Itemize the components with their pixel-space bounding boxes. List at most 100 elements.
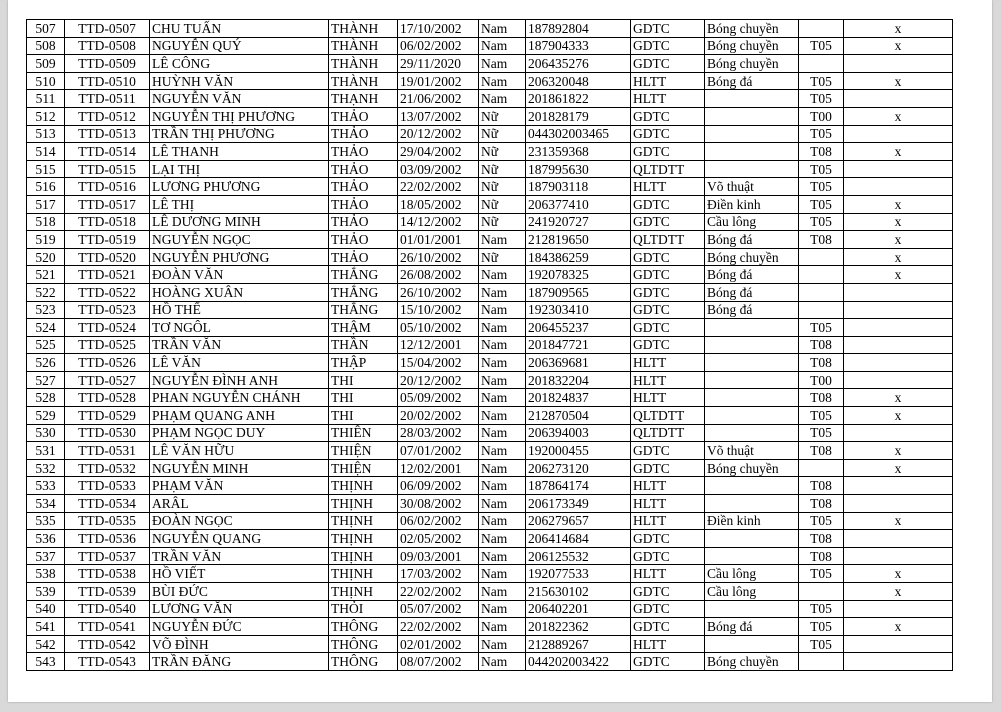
sport-cell: Bóng đá: [704, 617, 799, 636]
document-page: 507 TTD-0507 CHU TUẤN THÀNH 17/10/2002 Nam 187…: [8, 0, 992, 702]
gender-cell: Nữ: [478, 142, 526, 161]
dob-cell: 18/05/2002: [397, 194, 479, 214]
major-cell: HLTT: [630, 564, 705, 583]
sport-cell: Võ thuật: [704, 177, 799, 196]
table-row: 512 TTD-0512 NGUYỄN THỊ PHƯƠNG THẢO 13/07/20…: [26, 106, 953, 126]
code-cell: TTD-0513: [64, 124, 150, 144]
id-number-cell: 187909565: [525, 282, 631, 302]
id-number-cell: 206125532: [525, 546, 631, 566]
mark-cell: x: [843, 19, 953, 38]
table-row: 538 TTD-0538 HỒ VIẾT THỊNH 17/03/2002 Nam 1920…: [26, 564, 953, 583]
code-cell: TTD-0538: [64, 564, 150, 583]
code-cell: TTD-0537: [64, 546, 150, 566]
dob-cell: 05/07/2002: [397, 599, 479, 619]
firstname-cell: THỊNH: [328, 511, 398, 531]
gender-cell: Nam: [478, 370, 526, 390]
major-cell: HLTT: [630, 353, 705, 372]
student-table: 507 TTD-0507 CHU TUẤN THÀNH 17/10/2002 Nam 187…: [26, 19, 953, 671]
firstname-cell: THẠNH: [328, 89, 398, 108]
group-cell: T05: [798, 89, 844, 108]
mark-cell: x: [843, 564, 953, 583]
firstname-cell: THẮNG: [328, 300, 398, 320]
mark-cell: [843, 159, 953, 179]
major-cell: QLTDTT: [630, 406, 705, 425]
major-cell: GDTC: [630, 441, 705, 460]
surname-cell: TRẦN VĂN: [149, 546, 329, 566]
table-row: 523 TTD-0523 HỒ THẾ THẮNG 15/10/2002 Nam 19230…: [26, 300, 953, 320]
stt-cell: 540: [26, 599, 65, 619]
id-number-cell: 212819650: [525, 230, 631, 249]
code-cell: TTD-0543: [64, 652, 150, 671]
major-cell: GDTC: [630, 19, 705, 38]
gender-cell: Nam: [478, 458, 526, 478]
mark-cell: x: [843, 617, 953, 636]
dob-cell: 29/11/2020: [397, 54, 479, 73]
sport-cell: Bóng chuyền: [704, 54, 799, 73]
surname-cell: LÊ THỊ: [149, 194, 329, 214]
gender-cell: Nam: [478, 529, 526, 548]
code-cell: TTD-0507: [64, 19, 150, 38]
code-cell: TTD-0541: [64, 617, 150, 636]
gender-cell: Nam: [478, 634, 526, 654]
firstname-cell: THỊNH: [328, 564, 398, 583]
sport-cell: [704, 370, 799, 390]
surname-cell: NGUYỄN VĂN: [149, 89, 329, 108]
stt-cell: 535: [26, 511, 65, 531]
dob-cell: 09/03/2001: [397, 546, 479, 566]
firstname-cell: THI: [328, 388, 398, 408]
dob-cell: 06/09/2002: [397, 476, 479, 496]
gender-cell: Nam: [478, 494, 526, 513]
id-number-cell: 212870504: [525, 406, 631, 425]
surname-cell: LẠI THỊ: [149, 159, 329, 179]
firstname-cell: THẢO: [328, 106, 398, 126]
code-cell: TTD-0521: [64, 265, 150, 284]
firstname-cell: THẮNG: [328, 265, 398, 284]
surname-cell: PHẠM VĂN: [149, 476, 329, 496]
sport-cell: [704, 494, 799, 513]
table-row: 515 TTD-0515 LẠI THỊ THẢO 03/09/2002 Nữ 187995…: [26, 159, 953, 179]
sport-cell: [704, 124, 799, 144]
dob-cell: 12/02/2001: [397, 458, 479, 478]
table-row: 525 TTD-0525 TRẦN VĂN THẦN 12/12/2001 Nam 2018…: [26, 335, 953, 355]
group-cell: T05: [798, 634, 844, 654]
surname-cell: LÊ CÔNG: [149, 54, 329, 73]
code-cell: TTD-0527: [64, 370, 150, 390]
code-cell: TTD-0510: [64, 71, 150, 91]
major-cell: GDTC: [630, 335, 705, 355]
mark-cell: [843, 124, 953, 144]
firstname-cell: THÀNH: [328, 19, 398, 38]
gender-cell: Nữ: [478, 194, 526, 214]
group-cell: T08: [798, 441, 844, 460]
id-number-cell: 187864174: [525, 476, 631, 496]
mark-cell: x: [843, 441, 953, 460]
stt-cell: 531: [26, 441, 65, 460]
surname-cell: TRẦN ĐĂNG: [149, 652, 329, 671]
stt-cell: 516: [26, 177, 65, 196]
dob-cell: 26/08/2002: [397, 265, 479, 284]
firstname-cell: THẬM: [328, 318, 398, 337]
firstname-cell: THẢO: [328, 212, 398, 232]
group-cell: T08: [798, 529, 844, 548]
gender-cell: Nam: [478, 617, 526, 636]
dob-cell: 29/04/2002: [397, 142, 479, 161]
gender-cell: Nam: [478, 36, 526, 56]
gender-cell: Nữ: [478, 124, 526, 144]
group-cell: T08: [798, 353, 844, 372]
major-cell: GDTC: [630, 282, 705, 302]
dob-cell: 17/03/2002: [397, 564, 479, 583]
dob-cell: 02/05/2002: [397, 529, 479, 548]
sport-cell: Bóng đá: [704, 230, 799, 249]
major-cell: QLTDTT: [630, 230, 705, 249]
surname-cell: TRẦN THỊ PHƯƠNG: [149, 124, 329, 144]
id-number-cell: 201822362: [525, 617, 631, 636]
code-cell: TTD-0532: [64, 458, 150, 478]
stt-cell: 509: [26, 54, 65, 73]
group-cell: T05: [798, 423, 844, 443]
dob-cell: 05/09/2002: [397, 388, 479, 408]
stt-cell: 517: [26, 194, 65, 214]
gender-cell: Nam: [478, 599, 526, 619]
firstname-cell: THẢO: [328, 247, 398, 267]
dob-cell: 13/07/2002: [397, 106, 479, 126]
firstname-cell: THẬP: [328, 353, 398, 372]
surname-cell: LƯƠNG PHƯƠNG: [149, 177, 329, 196]
